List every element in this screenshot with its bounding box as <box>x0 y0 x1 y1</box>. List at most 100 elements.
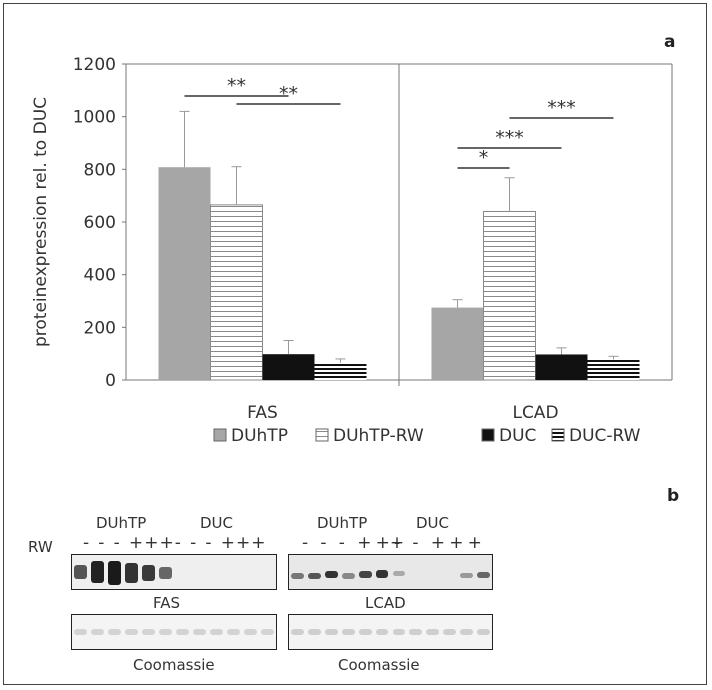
blot-group-label: DUhTP <box>96 514 147 532</box>
treatment-sign: - <box>113 533 120 553</box>
blot-label-lcad: LCAD <box>365 594 406 612</box>
blot-band <box>108 561 121 585</box>
blot-label-fas: FAS <box>153 594 181 612</box>
blot-band <box>392 629 406 635</box>
y-tick-label: 800 <box>84 160 116 180</box>
blot-band <box>261 629 274 635</box>
blot-band <box>91 629 104 635</box>
legend-swatch <box>315 428 329 442</box>
blot-band <box>443 629 457 635</box>
blot-band <box>159 567 172 579</box>
blot-band <box>460 629 474 635</box>
coomassie-label-left: Coomassie <box>133 656 215 674</box>
bar <box>158 167 211 380</box>
legend-label: DUC-RW <box>569 426 641 446</box>
legend-label: DUhTP-RW <box>333 426 424 446</box>
blot-group-label: DUhTP <box>317 514 368 532</box>
bar <box>210 204 263 381</box>
blot-band <box>125 563 138 583</box>
coomassie-label-right: Coomassie <box>338 656 420 674</box>
treatment-sign: - <box>83 533 90 553</box>
blot-band <box>227 629 240 635</box>
x-tick-label: FAS <box>247 403 278 423</box>
blot-band <box>477 629 490 635</box>
bar-chart: 0 200 400 600 800 1000 1200 proteinexpression r… <box>31 55 673 446</box>
blot-band <box>375 570 389 578</box>
bar <box>483 210 536 381</box>
blot-group-label: DUC <box>200 514 234 532</box>
treatment-sign: + <box>144 533 159 553</box>
treatment-sign: - <box>394 533 401 553</box>
blot-band <box>291 573 304 579</box>
blot-band <box>375 629 389 635</box>
blot-band <box>142 565 155 581</box>
treatment-sign: - <box>98 533 105 553</box>
treatment-sign: - <box>205 533 212 553</box>
blot-band <box>358 571 372 578</box>
significance-label: ** <box>227 75 246 97</box>
y-axis-label: proteinexpression rel. to DUC <box>31 97 51 347</box>
y-tick-label: 200 <box>84 318 116 338</box>
bar <box>431 307 484 380</box>
blot-group-label: DUC <box>416 514 450 532</box>
blot-fas <box>71 554 277 590</box>
blot-band <box>307 573 321 579</box>
significance-label: *** <box>495 127 524 149</box>
y-tick-label: 1000 <box>73 108 116 128</box>
blot-band <box>176 629 189 635</box>
y-tick-label: 600 <box>84 213 116 233</box>
treatment-sign: - <box>320 533 327 553</box>
blot-band <box>244 629 257 635</box>
blot-band <box>426 629 440 635</box>
treatment-sign: + <box>430 533 446 553</box>
treatment-sign: + <box>357 533 372 553</box>
blot-band <box>142 629 155 635</box>
blot-band <box>341 573 355 579</box>
legend-label: DUC <box>499 426 536 446</box>
bar <box>535 354 588 380</box>
treatment-sign: + <box>128 533 144 553</box>
treatment-sign: - <box>412 533 419 553</box>
blot-band <box>392 571 406 576</box>
y-tick-label: 400 <box>84 266 116 286</box>
panel-a-label: a <box>664 32 676 52</box>
blot-band <box>477 572 490 578</box>
treatment-sign: - <box>302 533 309 553</box>
blot-band <box>108 629 121 635</box>
treatment-sign: + <box>467 533 482 553</box>
treatment-sign: + <box>220 533 235 553</box>
blot-band <box>91 561 104 583</box>
treatment-sign: + <box>159 533 174 553</box>
blot-band <box>358 629 372 635</box>
significance-label: *** <box>547 97 576 119</box>
rw-label: RW <box>28 538 53 556</box>
bar <box>314 362 367 380</box>
treatment-sign: + <box>449 533 464 553</box>
coomassie-stain-right <box>288 614 493 650</box>
treatment-sign: - <box>190 533 197 553</box>
blot-band <box>324 571 338 578</box>
blot-band <box>409 629 423 635</box>
significance-label: ** <box>279 83 298 105</box>
blot-band <box>324 629 338 635</box>
blot-band <box>74 629 87 635</box>
legend-swatch <box>481 428 495 442</box>
y-tick-label: 0 <box>105 371 116 391</box>
blot-band <box>307 629 321 635</box>
blot-band <box>159 629 172 635</box>
treatment-sign: - <box>338 533 345 553</box>
treatment-sign: + <box>251 533 266 553</box>
treatment-sign: - <box>174 533 181 553</box>
coomassie-stain-left <box>71 614 277 650</box>
treatment-sign: ++ <box>375 533 405 553</box>
blot-band <box>74 565 87 579</box>
figure-frame: a 0 200 400 600 800 1000 1200 proteinexpression… <box>3 3 707 685</box>
blot-band <box>193 629 206 635</box>
x-tick-label: LCAD <box>512 403 558 423</box>
legend-swatch <box>551 428 565 442</box>
blot-lcad <box>288 554 493 590</box>
bar <box>587 359 640 380</box>
blot-band <box>341 629 355 635</box>
y-tick-label: 1200 <box>73 55 116 75</box>
blot-band <box>291 629 304 635</box>
